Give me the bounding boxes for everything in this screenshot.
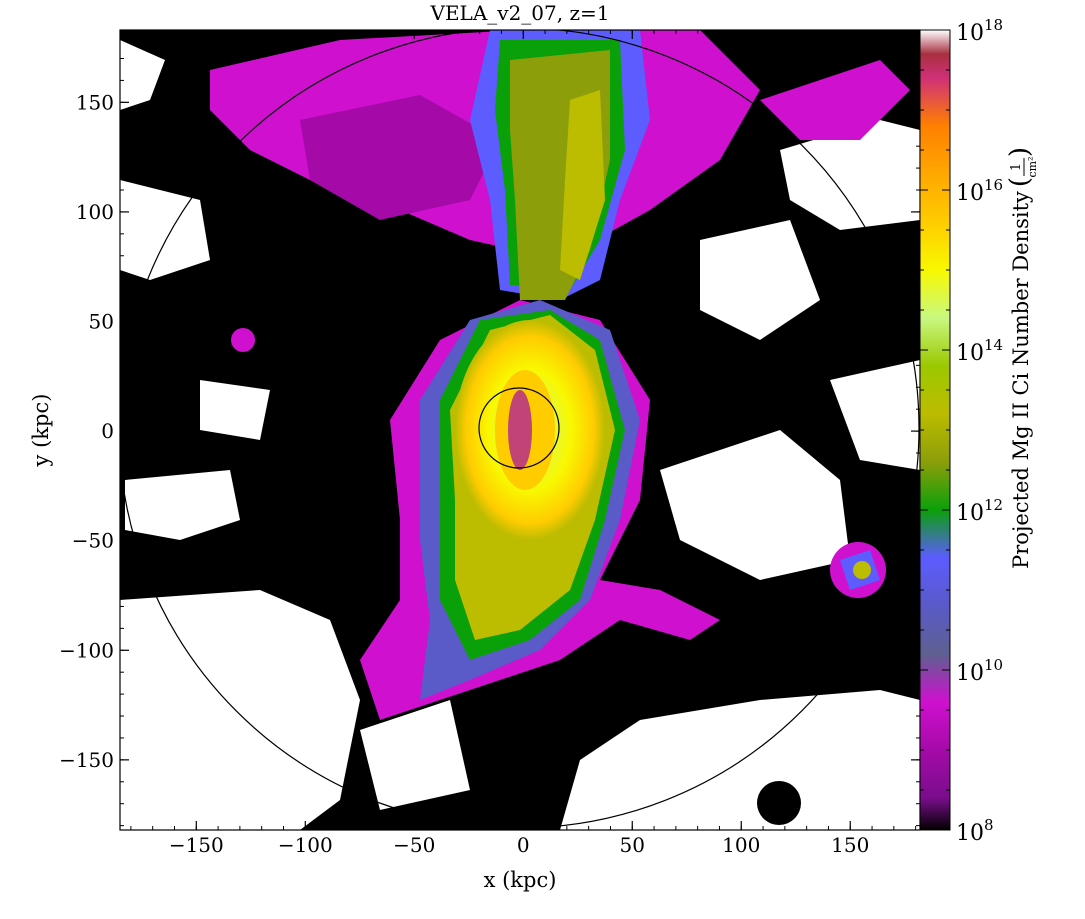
x-tick-label: 100: [722, 833, 760, 857]
x-axis: −150 −100 −50 0 50 100 150: [130, 30, 917, 857]
y-tick-label: 150: [76, 90, 114, 114]
y-tick-label: −100: [59, 638, 114, 662]
x-tick-label: 150: [831, 833, 869, 857]
colorbar-ticks: 108 1010 1012 1014 1016 1018: [920, 16, 1003, 846]
y-tick-label: −150: [59, 748, 114, 772]
x-tick-label: −50: [393, 833, 435, 857]
colorbar-tick-label: 1010: [956, 656, 1003, 686]
svg-text:cm²: cm²: [1026, 156, 1039, 177]
y-axis: −150 −100 −50 0 50 100 150: [59, 36, 920, 827]
svg-text:1: 1: [1009, 163, 1024, 171]
colorbar-tick-label: 1018: [956, 16, 1003, 46]
svg-text:): ): [1005, 147, 1035, 157]
chart-title: VELA_v2_07, z=1: [430, 1, 610, 25]
x-tick-label: −100: [278, 833, 333, 857]
y-tick-label: −50: [72, 529, 114, 553]
svg-text:(: (: [1005, 177, 1035, 187]
colorbar-tick-label: 1014: [956, 336, 1003, 366]
colorbar-tick-label: 1012: [956, 496, 1003, 526]
y-tick-label: 100: [76, 200, 114, 224]
colorbar-tick-label: 1016: [956, 176, 1003, 206]
x-tick-label: 50: [620, 833, 645, 857]
y-axis-label: y (kpc): [29, 394, 53, 468]
colorbar-label: Projected Mg II Ci Number Density ( 1 cm…: [1005, 147, 1039, 569]
y-tick-label: 0: [101, 419, 114, 443]
colorbar: [919, 29, 951, 831]
colorbar-tick-label: 108: [956, 816, 994, 846]
svg-text:Projected Mg II Ci Number Dens: Projected Mg II Ci Number Density: [1009, 191, 1033, 569]
x-tick-label: −150: [169, 833, 224, 857]
y-tick-label: 50: [89, 310, 114, 334]
x-axis-label: x (kpc): [484, 868, 557, 892]
density-map: [120, 30, 920, 830]
x-tick-label: 0: [517, 833, 530, 857]
